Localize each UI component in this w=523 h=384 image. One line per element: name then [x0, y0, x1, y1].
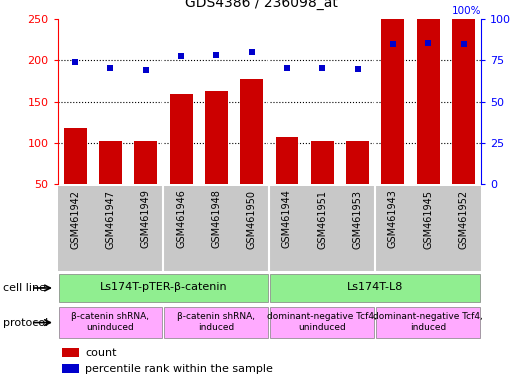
Bar	[377, 307, 480, 338]
Bar	[346, 141, 369, 184]
Bar	[62, 364, 78, 373]
Text: count: count	[85, 348, 117, 358]
Bar	[276, 137, 299, 184]
Bar	[270, 274, 480, 302]
Bar	[165, 307, 268, 338]
Text: 100%: 100%	[452, 6, 481, 16]
Text: β-catenin shRNA,
uninduced: β-catenin shRNA, uninduced	[72, 312, 150, 331]
Text: Ls174T-L8: Ls174T-L8	[347, 282, 403, 292]
Bar	[64, 128, 87, 184]
Text: GSM461942: GSM461942	[70, 190, 80, 248]
Text: β-catenin shRNA,
induced: β-catenin shRNA, induced	[177, 312, 255, 331]
Text: GSM461953: GSM461953	[353, 190, 362, 248]
Bar	[134, 141, 157, 184]
Bar	[62, 348, 78, 357]
Bar	[240, 79, 263, 184]
Text: dominant-negative Tcf4,
uninduced: dominant-negative Tcf4, uninduced	[267, 312, 377, 331]
Text: dominant-negative Tcf4,
induced: dominant-negative Tcf4, induced	[373, 312, 483, 331]
Text: percentile rank within the sample: percentile rank within the sample	[85, 364, 273, 374]
Text: GSM461943: GSM461943	[388, 190, 398, 248]
Text: GSM461950: GSM461950	[247, 190, 257, 248]
Text: GSM461945: GSM461945	[423, 190, 433, 248]
Text: GSM461949: GSM461949	[141, 190, 151, 248]
Bar	[417, 11, 440, 184]
Bar	[59, 274, 268, 302]
Text: GSM461948: GSM461948	[211, 190, 221, 248]
Text: GSM461952: GSM461952	[459, 190, 469, 249]
Text: GSM461947: GSM461947	[106, 190, 116, 248]
Bar	[99, 141, 122, 184]
Text: GSM461944: GSM461944	[282, 190, 292, 248]
Text: GSM461946: GSM461946	[176, 190, 186, 248]
Bar	[169, 94, 192, 184]
Bar	[59, 307, 162, 338]
Text: cell line: cell line	[3, 283, 46, 293]
Text: GSM461951: GSM461951	[317, 190, 327, 248]
Bar	[381, 11, 404, 184]
Text: GDS4386 / 236098_at: GDS4386 / 236098_at	[185, 0, 338, 10]
Bar	[311, 141, 334, 184]
Text: protocol: protocol	[3, 318, 48, 328]
Text: Ls174T-pTER-β-catenin: Ls174T-pTER-β-catenin	[99, 282, 228, 292]
Bar	[205, 91, 228, 184]
Bar	[270, 307, 374, 338]
Bar	[452, 12, 475, 184]
